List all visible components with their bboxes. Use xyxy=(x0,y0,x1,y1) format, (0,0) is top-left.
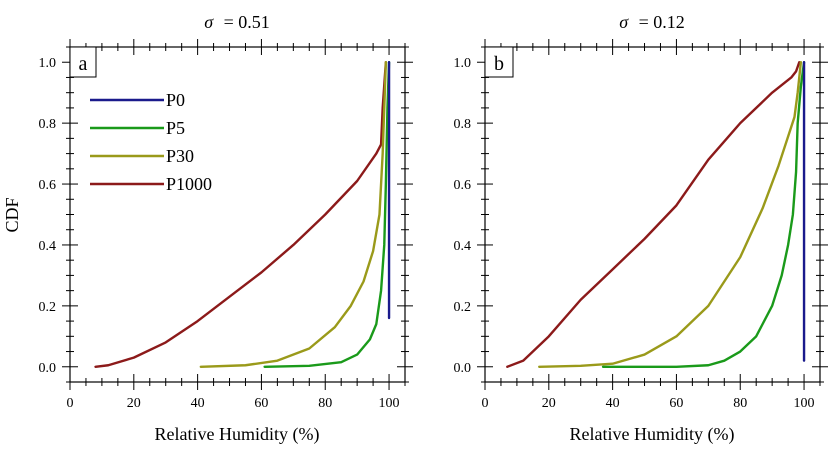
panel-a-frame xyxy=(69,46,406,383)
x-tick-label: 80 xyxy=(733,396,747,411)
x-tick-label: 0 xyxy=(482,396,489,411)
legend-label-p0: P0 xyxy=(166,90,185,110)
y-tick-label: 0.8 xyxy=(39,117,57,132)
panel-b-lines xyxy=(506,61,806,368)
panel-b-xlabel: Relative Humidity (%) xyxy=(570,424,735,445)
x-tick-label: 80 xyxy=(318,396,332,411)
series-line-p30-panel-b xyxy=(538,61,803,368)
panel-a-ylabel: CDF xyxy=(2,197,22,232)
y-tick-label: 0.2 xyxy=(39,300,57,315)
legend-label-p5: P5 xyxy=(166,118,185,138)
panel-b-sigma-symbol: σ xyxy=(619,12,629,32)
series-line-p5-panel-b xyxy=(601,61,806,368)
legend-label-p1000: P1000 xyxy=(166,174,212,194)
y-tick-label: 0.6 xyxy=(39,178,57,193)
panel-a-title: σ = 0.51 xyxy=(204,12,270,32)
x-tick-label: 40 xyxy=(191,396,205,411)
panel-b-ticks: 0 20 40 60 80 100 0.0 0.2 0.4 0.6 0.8 1.0 xyxy=(454,39,828,411)
panel-b-letter-box: b xyxy=(484,46,514,78)
y-tick-label: 0.8 xyxy=(454,117,472,132)
x-tick-label: 100 xyxy=(794,396,815,411)
y-tick-label: 1.0 xyxy=(39,56,57,71)
y-tick-label: 0.2 xyxy=(454,300,472,315)
x-tick-label: 0 xyxy=(67,396,74,411)
legend: P0 P5 P30 P1000 xyxy=(90,90,212,194)
panel-a-sigma-symbol: σ xyxy=(204,12,214,32)
x-tick-label: 100 xyxy=(379,396,400,411)
panel-a: σ = 0.51 0 20 40 60 80 1000.00.20.40.60.81.0 … xyxy=(2,12,413,445)
x-tick-label: 20 xyxy=(542,396,556,411)
panel-b-title-value: = 0.12 xyxy=(639,12,685,32)
y-tick-label: 0.4 xyxy=(39,239,57,254)
y-tick-label: 0.0 xyxy=(39,361,57,376)
y-tick-label: 0.4 xyxy=(454,239,472,254)
panel-b-title: σ = 0.12 xyxy=(619,12,685,32)
panel-a-letter: a xyxy=(79,53,88,75)
y-tick-label: 1.0 xyxy=(454,56,472,71)
panel-a-letter-box: a xyxy=(69,46,97,78)
panel-b: σ = 0.12 0 20 40 60 80 1000.00.20.40.60.81.0 … xyxy=(454,12,828,445)
series-line-p5-panel-a xyxy=(263,61,391,368)
x-tick-label: 40 xyxy=(606,396,620,411)
panel-a-title-value: = 0.51 xyxy=(224,12,270,32)
panel-a-xlabel: Relative Humidity (%) xyxy=(155,424,320,445)
panel-b-letter: b xyxy=(494,53,504,75)
series-line-p30-panel-a xyxy=(199,61,388,368)
x-tick-label: 60 xyxy=(669,396,683,411)
y-tick-label: 0.0 xyxy=(454,361,472,376)
panel-b-frame xyxy=(484,46,821,383)
y-tick-label: 0.6 xyxy=(454,178,472,193)
series-line-p1000-panel-a xyxy=(94,61,388,368)
legend-label-p30: P30 xyxy=(166,146,194,166)
panel-a-lines xyxy=(94,61,391,368)
series-line-p1000-panel-b xyxy=(506,61,801,368)
x-tick-label: 20 xyxy=(127,396,141,411)
panel-a-ticks: 0 20 40 60 80 100 0.0 0.2 0.4 0.6 0.8 1.0 xyxy=(39,39,413,411)
x-tick-label: 60 xyxy=(254,396,268,411)
